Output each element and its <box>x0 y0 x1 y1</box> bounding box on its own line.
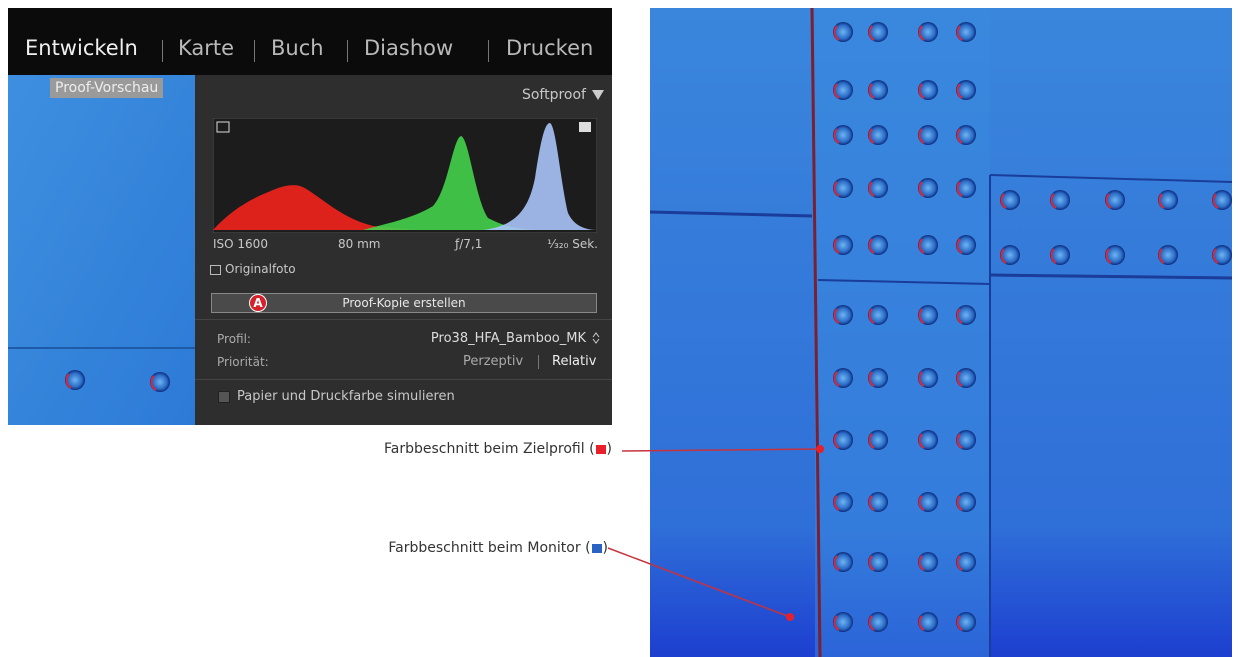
proof-copy-button[interactable]: Proof-Kopie erstellen <box>211 293 597 313</box>
annotation: Farbbeschnitt beim Monitor () <box>388 540 608 556</box>
rivet <box>956 305 976 325</box>
rivet <box>833 612 853 632</box>
nav-item[interactable]: Entwickeln <box>25 36 138 60</box>
exif-focal: 80 mm <box>338 237 380 251</box>
priority-label: Priorität: <box>217 355 269 369</box>
rivet <box>918 552 938 572</box>
rivet <box>1050 190 1070 210</box>
rivet <box>868 368 888 388</box>
rivet <box>1000 190 1020 210</box>
rivet <box>956 125 976 145</box>
rivet <box>868 305 888 325</box>
rivet <box>956 178 976 198</box>
rivet <box>918 80 938 100</box>
nav-item[interactable]: Drucken <box>506 36 593 60</box>
preview-image <box>8 75 195 425</box>
rivet <box>833 22 853 42</box>
histogram <box>213 118 597 233</box>
profile-label: Profil: <box>217 332 251 346</box>
rivet <box>868 430 888 450</box>
rivet <box>150 372 170 392</box>
checkbox[interactable] <box>210 265 221 275</box>
rivet <box>918 235 938 255</box>
rivet <box>956 235 976 255</box>
module-nav: Entwickeln Karte Buch Diashow Drucken <box>8 8 612 75</box>
rivet <box>833 492 853 512</box>
priority-option[interactable]: Perzeptiv <box>463 354 523 369</box>
rivet <box>1105 190 1125 210</box>
rivet <box>833 552 853 572</box>
rivet <box>918 305 938 325</box>
checkbox[interactable] <box>218 391 230 403</box>
rivet <box>956 368 976 388</box>
rivet <box>833 305 853 325</box>
profile-select[interactable]: Pro38_HFA_Bamboo_MK <box>431 331 586 346</box>
rivet <box>65 370 85 390</box>
exif-shutter: ¹⁄₃₂₀ Sek. <box>547 237 598 251</box>
rivet <box>868 492 888 512</box>
annotation: Farbbeschnitt beim Zielprofil () <box>384 441 612 457</box>
annotation-text: Farbbeschnitt beim Zielprofil ( <box>384 441 595 457</box>
rivet <box>956 552 976 572</box>
rivet <box>868 80 888 100</box>
rivet <box>956 612 976 632</box>
rivet <box>918 612 938 632</box>
rivet <box>956 430 976 450</box>
priority-option[interactable]: Relativ <box>552 354 596 369</box>
rivet <box>833 235 853 255</box>
rivet <box>868 178 888 198</box>
rivet <box>868 612 888 632</box>
rivet <box>1105 245 1125 265</box>
button-label: Proof-Kopie erstellen <box>212 296 596 310</box>
rivet <box>1212 245 1232 265</box>
rivet <box>833 80 853 100</box>
softproof-panel: Softproof ISO 1600 80 mm ƒ/7,1 ¹⁄₃₂₀ Sek… <box>195 75 612 425</box>
rivet <box>956 492 976 512</box>
rivet <box>918 430 938 450</box>
rivet <box>833 430 853 450</box>
rivet <box>918 178 938 198</box>
preview-label: Proof-Vorschau <box>50 78 163 98</box>
nav-item[interactable]: Diashow <box>364 36 453 60</box>
rivet <box>833 368 853 388</box>
nav-item[interactable]: Buch <box>271 36 324 60</box>
annotation-text: ) <box>607 441 612 457</box>
images <box>0 0 1240 657</box>
rivet <box>833 178 853 198</box>
original-label: Originalfoto <box>225 262 296 276</box>
simulate-label: Papier und Druckfarbe simulieren <box>237 389 455 404</box>
color-swatch <box>592 544 602 553</box>
nav-item[interactable]: Karte <box>178 36 234 60</box>
annotation-text: Farbbeschnitt beim Monitor ( <box>388 540 590 556</box>
rivet <box>833 125 853 145</box>
rivet <box>956 80 976 100</box>
rivet <box>1000 245 1020 265</box>
rivet <box>956 22 976 42</box>
rivet <box>1050 245 1070 265</box>
rivet <box>918 125 938 145</box>
rivet <box>1158 190 1178 210</box>
rivet <box>868 552 888 572</box>
rivet <box>1212 190 1232 210</box>
panel-title[interactable]: Softproof <box>522 87 586 103</box>
select-arrows <box>592 332 600 344</box>
color-swatch <box>596 445 606 454</box>
rivet <box>868 235 888 255</box>
collapse-arrow[interactable] <box>592 90 604 100</box>
rivet <box>918 368 938 388</box>
rivet <box>868 125 888 145</box>
page: Entwickeln Karte Buch Diashow Drucken Pr… <box>0 0 1240 657</box>
exif-iso: ISO 1600 <box>213 237 268 251</box>
badge: A <box>250 295 266 311</box>
rivet <box>1158 245 1178 265</box>
rivet <box>918 492 938 512</box>
rivet <box>868 22 888 42</box>
exif-aperture: ƒ/7,1 <box>455 237 482 251</box>
annotation-text: ) <box>603 540 608 556</box>
rivet <box>918 22 938 42</box>
